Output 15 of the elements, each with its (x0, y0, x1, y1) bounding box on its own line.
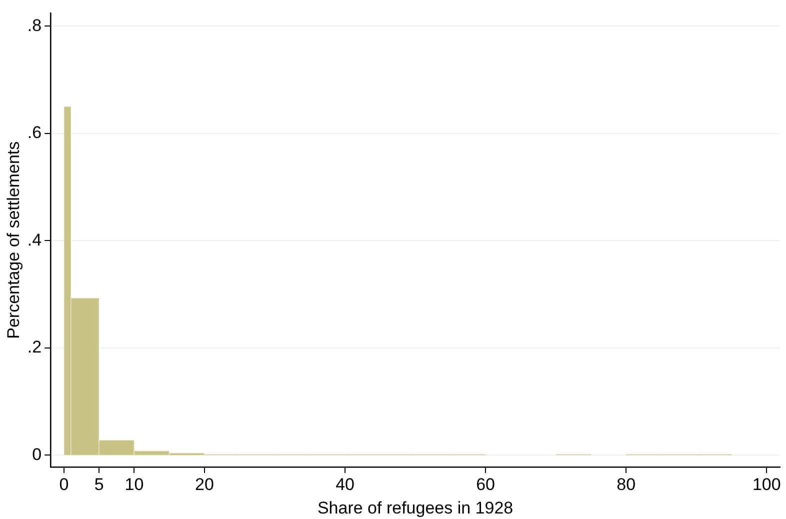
x-tick-label: 5 (94, 475, 104, 494)
y-axis-title: Percentage of settlements (4, 141, 23, 339)
y-tick-label: .4 (27, 230, 42, 250)
y-tick-label: 0 (32, 444, 42, 464)
x-tick-label: 100 (752, 475, 781, 494)
x-tick-label: 60 (476, 475, 496, 494)
x-tick-label: 40 (336, 475, 354, 494)
x-tick-label: 80 (616, 475, 636, 494)
y-tick-label: .8 (27, 16, 42, 35)
x-tick-label: 10 (124, 475, 144, 494)
x-tick-label: 0 (59, 475, 69, 494)
x-tick-label: 20 (195, 475, 214, 494)
y-tick-label: .2 (27, 338, 42, 357)
y-tick-label: .6 (27, 123, 42, 142)
x-axis-title: Share of refugees in 1928 (317, 498, 514, 518)
